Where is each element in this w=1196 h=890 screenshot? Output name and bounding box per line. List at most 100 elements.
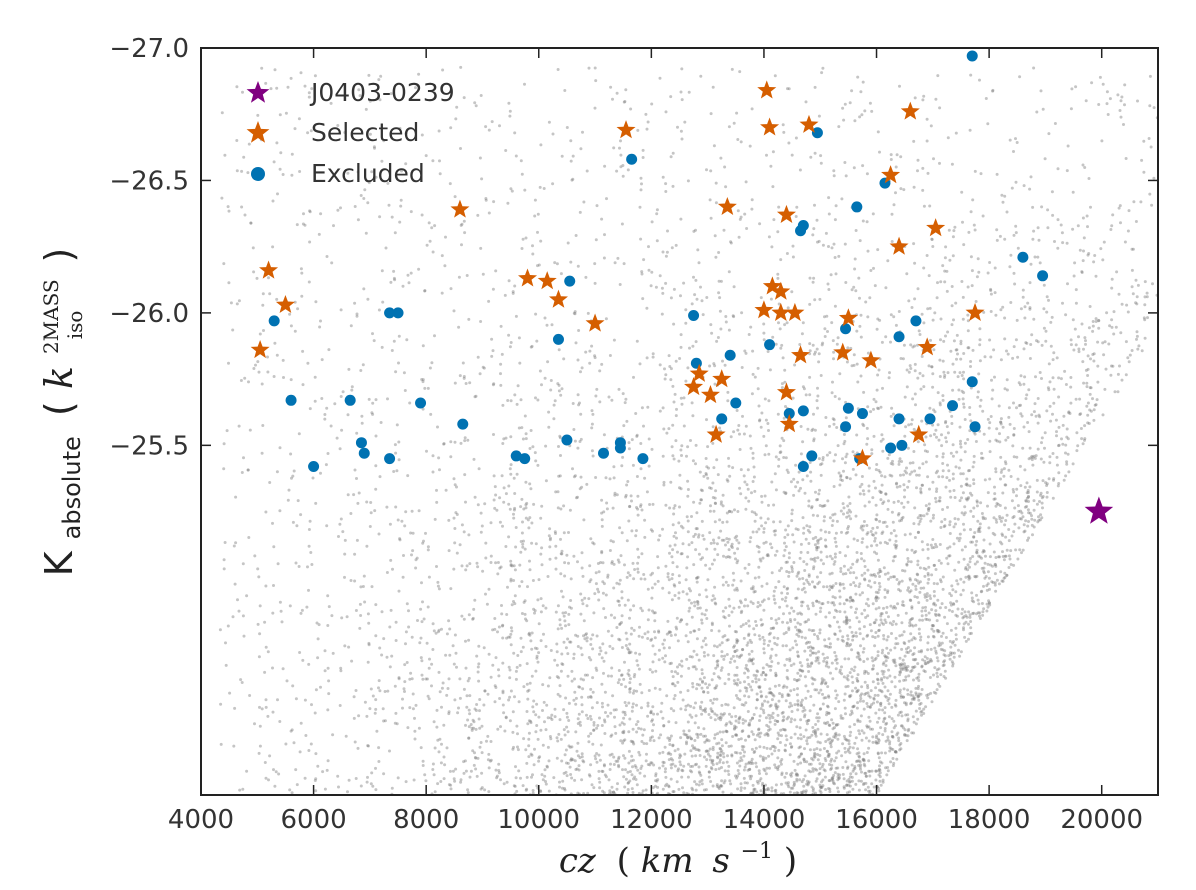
background-point: [514, 669, 518, 673]
background-point: [1085, 404, 1089, 408]
background-point: [644, 788, 648, 792]
background-point: [751, 680, 755, 683]
background-point: [525, 662, 529, 666]
background-point: [871, 659, 875, 663]
background-point: [1131, 247, 1135, 251]
background-point: [811, 758, 815, 762]
background-point: [962, 528, 966, 532]
background-point: [948, 657, 952, 661]
background-point: [931, 624, 935, 628]
background-point: [682, 424, 686, 428]
background-point: [962, 402, 966, 406]
background-point: [926, 648, 930, 652]
background-point: [802, 784, 806, 788]
background-point: [939, 647, 943, 651]
background-point: [947, 554, 951, 558]
background-point: [644, 759, 648, 763]
background-point: [449, 587, 453, 591]
background-point: [634, 529, 638, 533]
background-point: [487, 652, 491, 656]
background-point: [716, 675, 720, 679]
background-point: [675, 616, 679, 620]
background-point: [906, 500, 910, 504]
background-point: [676, 672, 680, 676]
background-point: [705, 595, 709, 599]
background-point: [849, 595, 853, 599]
background-point: [741, 414, 744, 418]
background-point: [639, 176, 643, 180]
background-point: [648, 668, 652, 672]
background-point: [717, 279, 721, 283]
background-point: [777, 580, 781, 584]
background-point: [1005, 378, 1009, 382]
background-point: [1003, 194, 1007, 198]
background-point: [1062, 414, 1066, 418]
background-point: [547, 789, 551, 793]
background-point: [621, 174, 625, 178]
background-point: [780, 436, 784, 440]
background-point: [814, 659, 818, 663]
background-point: [803, 649, 807, 653]
background-point: [549, 737, 553, 741]
background-point: [690, 737, 693, 741]
background-point: [247, 380, 250, 384]
background-point: [600, 498, 604, 502]
background-point: [604, 476, 608, 480]
background-point: [580, 551, 584, 555]
background-point: [633, 775, 637, 779]
background-point: [893, 575, 896, 579]
background-point: [850, 648, 854, 652]
background-point: [864, 788, 868, 792]
background-point: [952, 640, 955, 643]
background-point: [1036, 397, 1040, 400]
background-point: [936, 630, 940, 634]
background-point: [1086, 401, 1090, 405]
background-point: [748, 144, 752, 148]
background-point: [694, 667, 698, 671]
background-point: [536, 230, 539, 234]
background-point: [811, 646, 815, 650]
background-point: [942, 370, 946, 374]
background-point: [964, 497, 968, 501]
background-point: [988, 542, 992, 546]
background-point: [271, 666, 274, 670]
background-point: [713, 601, 717, 605]
background-point: [590, 422, 594, 426]
background-point: [822, 678, 826, 682]
background-point: [471, 749, 475, 753]
background-point: [475, 654, 479, 658]
background-point: [892, 555, 896, 559]
background-point: [734, 725, 738, 729]
background-point: [899, 666, 903, 670]
background-point: [1021, 446, 1025, 450]
background-point: [630, 787, 634, 791]
background-point: [801, 709, 805, 713]
background-point: [476, 670, 480, 674]
background-point: [1000, 579, 1004, 583]
background-point: [843, 161, 847, 164]
background-point: [549, 379, 553, 382]
background-point: [307, 91, 311, 95]
background-point: [887, 376, 891, 380]
background-point: [535, 654, 539, 658]
background-point: [1019, 517, 1023, 521]
background-point: [426, 545, 430, 549]
background-point: [365, 714, 369, 718]
background-point: [973, 562, 977, 566]
background-point: [279, 609, 283, 613]
background-point: [896, 499, 900, 503]
background-point: [317, 232, 321, 236]
background-point: [949, 603, 953, 607]
background-point: [462, 375, 466, 378]
background-point: [466, 791, 470, 795]
background-point: [452, 662, 456, 666]
background-point: [813, 543, 817, 547]
background-point: [356, 218, 360, 222]
background-point: [481, 272, 485, 276]
background-point: [789, 786, 793, 790]
background-point: [1053, 240, 1056, 243]
background-point: [503, 729, 507, 733]
background-point: [832, 242, 836, 246]
background-point: [685, 742, 688, 746]
background-point: [680, 444, 684, 448]
